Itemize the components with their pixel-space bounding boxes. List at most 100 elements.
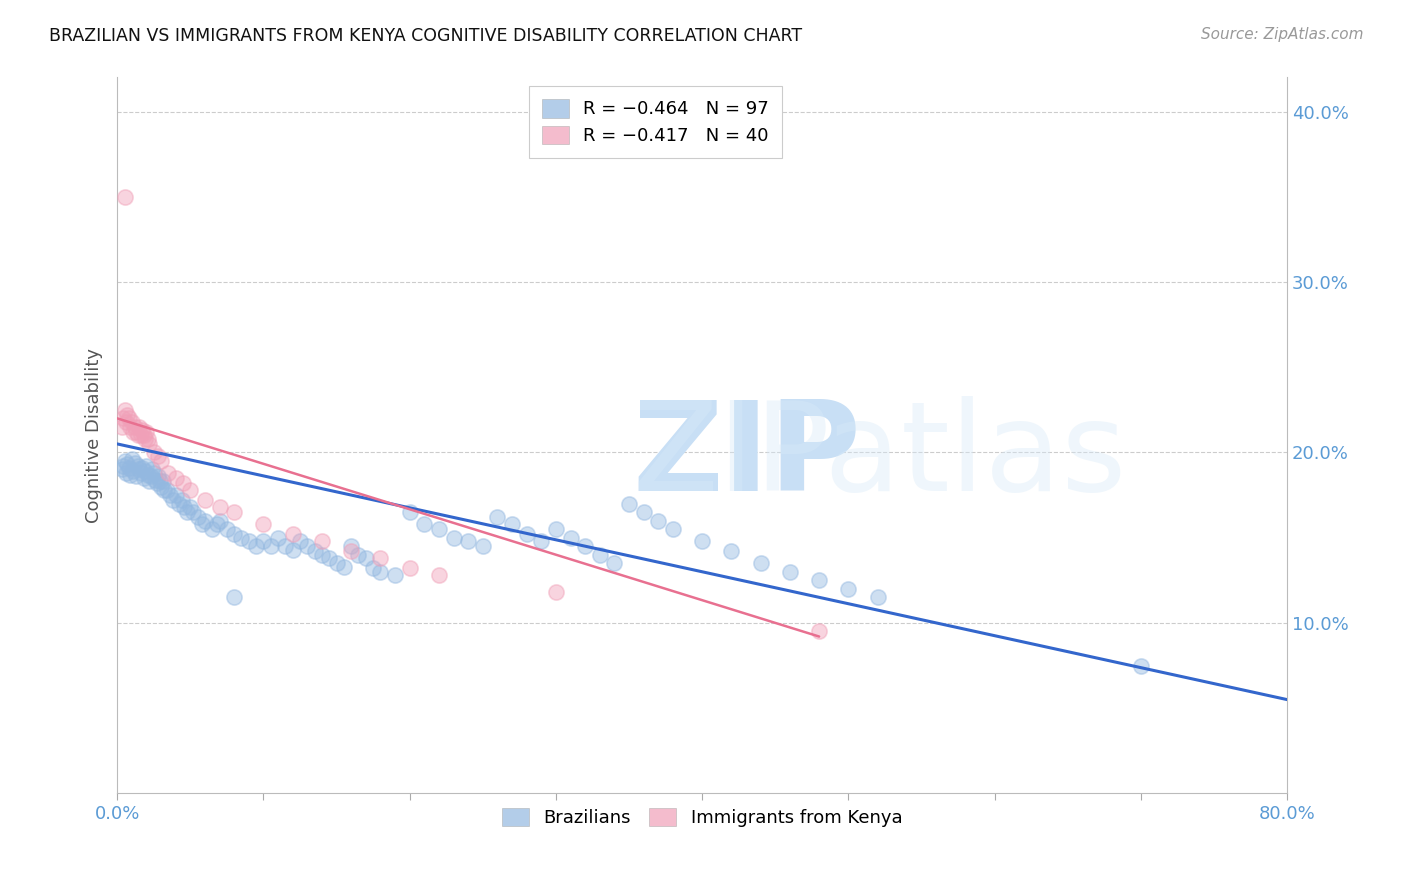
Point (457, 534, 479, 549)
Point (121, 415, 143, 429)
Point (157, 466, 180, 480)
Point (170, 493, 193, 508)
Point (205, 516, 228, 531)
Point (121, 452, 143, 467)
Point (347, 548, 370, 562)
Point (215, 522, 238, 536)
Point (297, 539, 319, 553)
Point (208, 500, 231, 514)
Point (252, 516, 274, 531)
Point (173, 500, 195, 514)
Text: ZIPatlas: ZIPatlas (631, 396, 1126, 517)
Point (127, 459, 149, 474)
Point (129, 466, 152, 480)
Point (690, 534, 713, 549)
Point (208, 514, 231, 528)
Point (779, 565, 801, 579)
Point (135, 425, 157, 439)
Point (156, 483, 179, 497)
Point (114, 454, 136, 468)
Point (153, 483, 176, 497)
Point (370, 565, 392, 579)
Point (114, 402, 136, 417)
Point (560, 531, 582, 545)
Point (201, 522, 224, 536)
Point (354, 551, 377, 566)
Text: ZIP: ZIP (631, 396, 860, 517)
Point (138, 475, 160, 489)
Point (837, 582, 859, 596)
Point (191, 516, 214, 531)
Point (187, 510, 209, 524)
Point (181, 505, 204, 519)
Point (574, 539, 596, 553)
Text: Source: ZipAtlas.com: Source: ZipAtlas.com (1201, 27, 1364, 42)
Point (304, 544, 326, 558)
Point (361, 561, 384, 575)
Point (112, 459, 135, 474)
Point (110, 420, 132, 434)
Point (143, 473, 166, 487)
Point (530, 534, 553, 549)
Point (167, 497, 190, 511)
Point (311, 548, 333, 562)
Point (808, 574, 831, 588)
Point (131, 460, 153, 475)
Point (281, 527, 304, 541)
Point (142, 445, 165, 459)
Y-axis label: Cognitive Disability: Cognitive Disability (86, 348, 103, 523)
Point (544, 522, 567, 536)
Point (117, 408, 139, 422)
Point (150, 454, 173, 468)
Point (146, 449, 169, 463)
Point (427, 522, 450, 536)
Point (720, 544, 742, 558)
Point (117, 458, 139, 472)
Point (142, 466, 165, 480)
Point (179, 483, 201, 497)
Point (398, 561, 420, 575)
Point (224, 527, 246, 541)
Point (120, 420, 142, 434)
Point (115, 466, 138, 480)
Point (118, 460, 141, 475)
Point (165, 488, 187, 502)
Point (194, 514, 217, 528)
Point (125, 469, 148, 483)
Point (340, 539, 363, 553)
Point (267, 531, 290, 545)
Point (427, 568, 450, 582)
Legend: Brazilians, Immigrants from Kenya: Brazilians, Immigrants from Kenya (495, 801, 910, 834)
Point (288, 534, 311, 549)
Point (281, 542, 304, 557)
Point (340, 544, 363, 558)
Point (114, 190, 136, 204)
Point (224, 591, 246, 605)
Point (125, 425, 148, 439)
Point (134, 464, 156, 478)
Point (128, 462, 150, 476)
Point (501, 516, 523, 531)
Point (138, 437, 160, 451)
Point (647, 514, 669, 528)
Point (141, 462, 163, 476)
Point (516, 527, 538, 541)
Point (274, 539, 297, 553)
Point (146, 469, 169, 483)
Point (120, 467, 142, 482)
Point (194, 493, 217, 508)
Point (370, 551, 392, 566)
Point (398, 505, 420, 519)
Point (633, 505, 655, 519)
Point (115, 415, 138, 429)
Point (131, 423, 153, 437)
Point (112, 411, 135, 425)
Point (159, 488, 181, 502)
Point (152, 475, 174, 489)
Point (134, 432, 156, 446)
Point (245, 539, 267, 553)
Point (413, 516, 436, 531)
Point (486, 510, 509, 524)
Point (124, 420, 146, 434)
Point (224, 505, 246, 519)
